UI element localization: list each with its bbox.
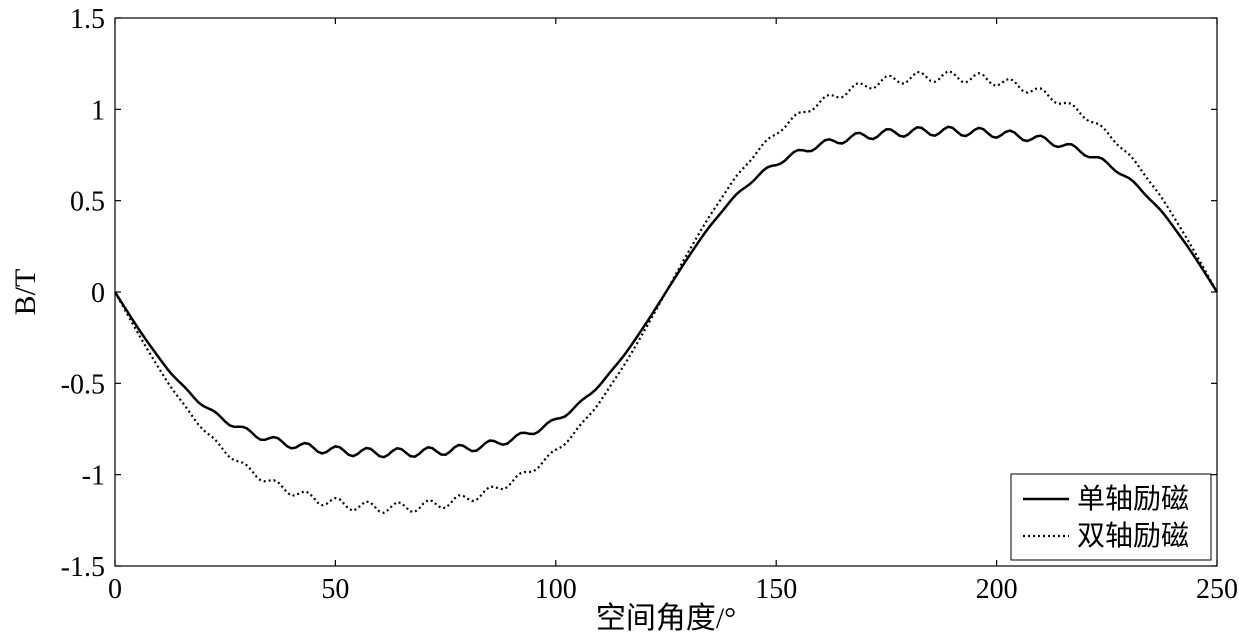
x-tick-label: 100 xyxy=(535,574,577,605)
legend: 单轴励磁 双轴励磁 xyxy=(1011,474,1211,560)
x-tick-label: 150 xyxy=(755,574,797,605)
y-axis-title: B/T xyxy=(9,269,42,316)
y-tick-label: 0.5 xyxy=(70,187,105,218)
y-tick-label: -0.5 xyxy=(61,369,105,400)
y-tick-label: 1.5 xyxy=(70,4,105,35)
x-tick-label: 50 xyxy=(321,574,349,605)
chart-svg: 0 50 100 150 200 250 -1.5 -1 -0.5 0 0.5 1 1.5 B/T 空… xyxy=(0,0,1239,639)
x-axis-title: 空间角度/° xyxy=(596,602,736,635)
chart-container: 0 50 100 150 200 250 -1.5 -1 -0.5 0 0.5 1 1.5 B/T 空… xyxy=(0,0,1239,639)
x-tick-label: 200 xyxy=(976,574,1018,605)
x-tick-label: 250 xyxy=(1196,574,1238,605)
y-tick-label: 1 xyxy=(91,95,105,126)
legend-label-0: 单轴励磁 xyxy=(1077,483,1189,515)
legend-label-1: 双轴励磁 xyxy=(1077,520,1189,552)
y-tick-label: -1 xyxy=(82,461,105,492)
x-tick-label: 0 xyxy=(108,574,122,605)
y-tick-label: -1.5 xyxy=(61,552,105,583)
y-tick-label: 0 xyxy=(91,278,105,309)
series-single-axis xyxy=(115,127,1217,457)
